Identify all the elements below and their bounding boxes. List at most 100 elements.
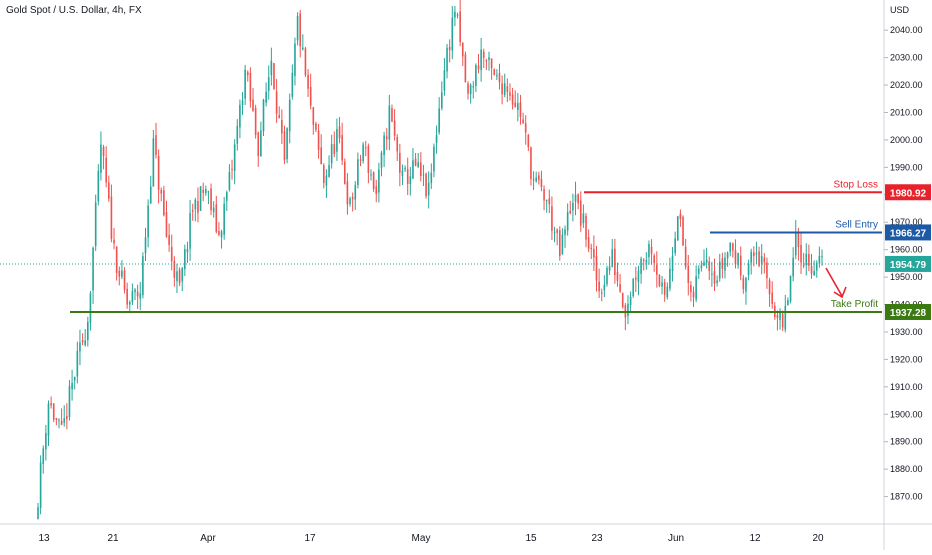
candle-body: [480, 49, 482, 71]
candle: [506, 78, 509, 103]
candle: [157, 149, 160, 204]
candle: [322, 163, 325, 189]
candle-body: [587, 237, 590, 249]
candle-body: [692, 291, 695, 298]
candle: [291, 64, 294, 100]
candle-body: [509, 92, 511, 96]
candle-body: [524, 123, 527, 133]
candle-body: [797, 233, 800, 248]
candle-body: [813, 271, 815, 276]
candle-body: [745, 277, 747, 292]
candle: [299, 10, 302, 58]
candle-body: [239, 104, 241, 128]
candle: [726, 251, 729, 267]
candle-body: [475, 65, 477, 86]
candle-body: [564, 229, 566, 236]
candle: [456, 12, 459, 19]
candle: [684, 238, 687, 270]
candle: [430, 163, 433, 189]
y-tick-label: 1920.00: [890, 354, 923, 364]
x-tick-label: May: [412, 533, 431, 544]
candle: [388, 94, 391, 151]
candle: [815, 260, 818, 278]
candle-body: [278, 115, 281, 119]
candle: [241, 91, 244, 116]
candle-body: [561, 234, 564, 255]
candle: [433, 143, 435, 178]
candle: [212, 201, 215, 218]
candle-body: [168, 235, 170, 245]
candle: [288, 93, 291, 144]
candle-body: [579, 200, 582, 226]
candle-body: [52, 403, 55, 420]
candle-body: [388, 105, 391, 140]
candle: [304, 46, 307, 78]
candle: [640, 256, 642, 284]
candle: [787, 297, 789, 306]
candle: [556, 228, 558, 246]
candle: [296, 12, 299, 46]
candle-body: [451, 17, 454, 51]
candle-body: [753, 252, 755, 257]
candle: [553, 226, 556, 243]
candle-body: [307, 74, 309, 89]
candle: [144, 227, 147, 261]
candle-body: [713, 271, 716, 284]
candle-body: [317, 130, 320, 150]
candle-body: [294, 43, 296, 76]
candle-body: [742, 277, 745, 290]
candle-body: [461, 42, 464, 57]
candle-body: [627, 303, 629, 317]
candle-body: [236, 125, 239, 144]
candle-body: [603, 284, 606, 291]
candle-body: [703, 261, 705, 266]
candle: [488, 51, 490, 71]
candle-body: [357, 159, 359, 186]
candle-body: [275, 91, 278, 114]
candle-body: [97, 171, 100, 202]
candle-body: [252, 99, 254, 111]
y-tick-label: 2030.00: [890, 53, 923, 63]
candle: [136, 284, 139, 310]
candle: [401, 164, 404, 186]
candle: [68, 380, 71, 421]
candle: [569, 200, 572, 215]
candle-body: [776, 315, 779, 318]
candle: [624, 303, 627, 331]
candle: [336, 118, 338, 161]
candle: [204, 185, 207, 196]
candle: [399, 143, 401, 187]
candle: [338, 117, 341, 144]
candle-body: [296, 16, 299, 41]
candle-body: [514, 102, 517, 107]
candle-body: [448, 47, 451, 51]
candle-body: [378, 169, 380, 193]
candle: [632, 277, 635, 298]
candle: [700, 260, 703, 272]
candle-body: [309, 86, 312, 106]
candle: [661, 276, 663, 295]
candle: [225, 190, 228, 211]
candle: [695, 265, 697, 303]
candle-body: [611, 249, 614, 267]
candle: [330, 134, 333, 169]
candle: [666, 282, 669, 300]
candle: [351, 192, 354, 212]
candle-body: [37, 507, 39, 519]
x-tick-label: 20: [812, 533, 824, 544]
candle-body: [574, 194, 577, 202]
candle-body: [815, 262, 818, 271]
candle: [821, 249, 823, 266]
candle-body: [372, 172, 375, 190]
candle-body: [262, 99, 265, 132]
price-tag: [885, 224, 931, 241]
candle-body: [380, 152, 383, 168]
candle-body: [527, 134, 530, 148]
candle: [320, 134, 322, 165]
candle: [755, 241, 758, 264]
candle: [37, 502, 39, 520]
candle-body: [165, 212, 168, 237]
candle: [784, 294, 787, 333]
candle-body: [718, 261, 721, 279]
